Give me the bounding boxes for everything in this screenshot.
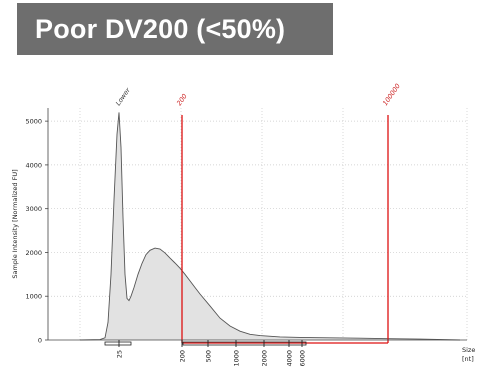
x-tick-label: 1000 [233,350,241,367]
ladder-band [182,341,307,346]
y-axis: 0 1000 2000 3000 4000 5000 Sample Intensity [N… [11,108,49,345]
y-axis-label: Sample Intensity [Normalized FU] [11,169,19,278]
y-tick-label: 2000 [25,249,42,257]
x-tick-label: 25 [116,350,124,358]
annotation-label: 200 [175,92,189,107]
annotation-label: 100000 [381,82,402,107]
x-tick-label: 500 [205,350,213,362]
y-tick-label: 1000 [25,293,42,301]
x-tick-label: 200 [179,350,187,362]
x-tick-label: 6000 [299,350,307,367]
y-tick-label: 0 [38,337,42,345]
peak-annotations: Lower 200 100000 [114,82,402,107]
y-tick-label: 3000 [25,205,42,213]
x-axis: 25 200 500 1000 2000 4000 6000 Size[nt] [48,339,475,367]
ladder-band [104,341,132,346]
y-tick-label: 4000 [25,161,42,169]
chart-title-banner: Poor DV200 (<50%) [17,3,333,55]
trace-area [79,112,461,341]
x-tick-label: 4000 [286,350,294,367]
trace-line [79,112,461,341]
x-tick-label: 2000 [261,350,269,367]
trace-fill [80,112,460,341]
region-markers [181,115,389,344]
x-axis-label: [nt] [462,355,474,363]
x-axis-label: Size [462,346,475,354]
y-tick-label: 5000 [25,118,42,126]
annotation-label: Lower [114,85,133,107]
